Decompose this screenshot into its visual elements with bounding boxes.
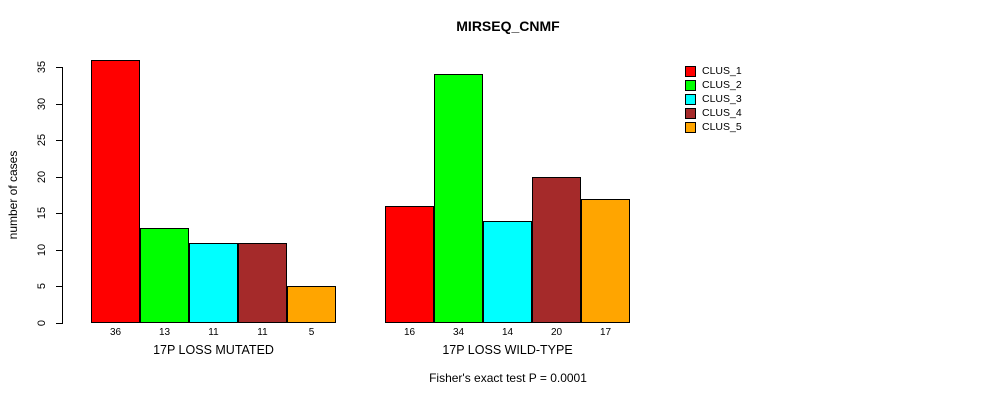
annotation-text: Fisher's exact test P = 0.0001 <box>429 371 587 385</box>
y-axis-tick <box>56 176 62 178</box>
bar-clus_5 <box>287 286 336 323</box>
y-axis-tick <box>56 103 62 105</box>
bar-value-label: 16 <box>403 327 416 338</box>
bar-clus_1 <box>91 60 140 323</box>
legend-label: CLUS_3 <box>702 93 742 105</box>
bar-clus_3 <box>189 243 238 323</box>
bar-value-label: 14 <box>501 327 514 338</box>
y-axis-tick-label: 35 <box>36 60 48 74</box>
y-axis-tick <box>56 249 62 251</box>
x-axis-group-label: 17P LOSS MUTATED <box>153 343 274 357</box>
bar-clus_2 <box>434 74 483 323</box>
legend-label: CLUS_5 <box>702 121 742 133</box>
bar-value-label: 11 <box>257 327 268 338</box>
legend-item: CLUS_2 <box>685 78 742 92</box>
chart-title: MIRSEQ_CNMF <box>456 18 560 34</box>
legend-item: CLUS_1 <box>685 64 742 78</box>
bar-value-label: 13 <box>158 327 171 338</box>
legend-label: CLUS_1 <box>702 65 742 77</box>
y-axis-tick <box>56 286 62 288</box>
bar-clus_1 <box>385 206 434 323</box>
legend-item: CLUS_4 <box>685 106 742 120</box>
legend-item: CLUS_5 <box>685 120 742 134</box>
legend: CLUS_1 CLUS_2 CLUS_3 CLUS_4 CLUS_5 <box>685 64 742 134</box>
bar-value-label: 5 <box>308 327 315 338</box>
y-axis-tick <box>56 67 62 68</box>
bar-value-label: 34 <box>452 327 465 338</box>
legend-swatch <box>685 121 696 133</box>
legend-label: CLUS_4 <box>702 107 742 119</box>
y-axis-line <box>62 67 63 324</box>
legend-swatch <box>685 65 696 77</box>
legend-swatch <box>685 93 696 105</box>
y-axis-tick-label: 20 <box>36 170 48 183</box>
bar-value-label: 11 <box>208 327 219 338</box>
bar-value-label: 20 <box>550 327 563 338</box>
y-axis-tick-label: 5 <box>36 283 48 290</box>
bar-clus_4 <box>532 177 581 323</box>
bar-clus_5 <box>581 199 630 323</box>
legend-item: CLUS_3 <box>685 92 742 106</box>
y-axis-tick <box>56 140 62 142</box>
y-axis-tick-label: 0 <box>36 319 48 327</box>
x-axis-group-label: 17P LOSS WILD-TYPE <box>442 343 573 357</box>
y-axis-tick-label: 15 <box>36 207 48 220</box>
y-axis-tick-label: 30 <box>36 97 48 110</box>
y-axis-tick <box>56 213 62 215</box>
bar-value-label: 17 <box>599 327 612 338</box>
legend-swatch <box>685 79 696 91</box>
bar-clus_2 <box>140 228 189 323</box>
y-axis-tick-label: 10 <box>36 243 48 256</box>
bar-value-label: 36 <box>109 327 122 338</box>
y-axis-label: number of cases <box>6 150 20 240</box>
bar-clus_4 <box>238 243 287 323</box>
y-axis-tick <box>56 323 62 324</box>
bar-clus_3 <box>483 221 532 323</box>
legend-label: CLUS_2 <box>702 79 742 91</box>
y-axis-tick-label: 25 <box>36 134 48 147</box>
legend-swatch <box>685 107 696 119</box>
